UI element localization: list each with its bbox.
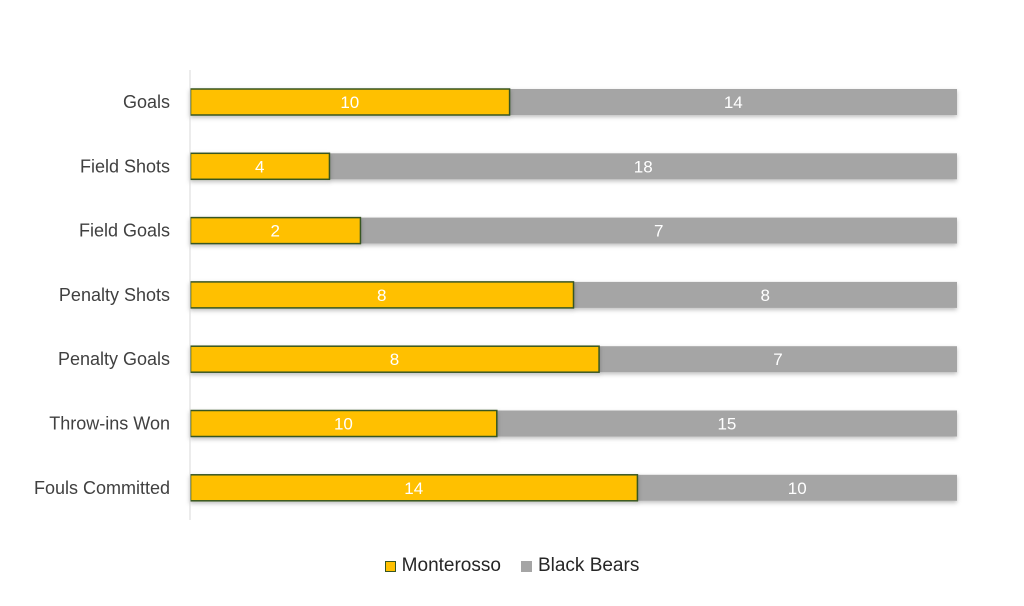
legend-label: Monterosso bbox=[401, 555, 501, 576]
data-label: 7 bbox=[773, 350, 782, 369]
category-labels: Goals Field Shots Field Goals Penalty Shots… bbox=[34, 92, 170, 498]
bar-monterosso bbox=[189, 216, 362, 245]
bar-black-bears bbox=[329, 153, 957, 180]
bar-black-bears bbox=[509, 89, 957, 115]
data-labels: 10 14 4 18 2 7 8 8 8 7 10 15 14 10 bbox=[255, 93, 807, 498]
data-label: 10 bbox=[788, 479, 807, 498]
bar-monterosso bbox=[189, 281, 575, 309]
data-label: 15 bbox=[717, 415, 736, 434]
bar-black-bears bbox=[360, 217, 957, 244]
bar-monterosso bbox=[189, 345, 600, 373]
bar-black-bears bbox=[637, 474, 957, 501]
bar-black-bears bbox=[496, 410, 957, 437]
category-label: Penalty Shots bbox=[59, 285, 170, 305]
bar-black-bears bbox=[599, 346, 957, 373]
bar-monterosso bbox=[189, 88, 511, 116]
category-label: Goals bbox=[123, 92, 170, 112]
legend-swatch bbox=[520, 560, 532, 572]
data-label: 7 bbox=[654, 222, 663, 241]
legend: Monterosso Black Bears bbox=[0, 555, 1024, 577]
category-label: Penalty Goals bbox=[58, 349, 170, 369]
bar-black-bears bbox=[573, 281, 957, 308]
data-label: 4 bbox=[255, 157, 264, 176]
data-label: 10 bbox=[340, 93, 359, 112]
legend-swatch bbox=[384, 560, 396, 572]
legend-item-series-0: Monterosso bbox=[384, 555, 501, 577]
data-label: 8 bbox=[761, 286, 770, 305]
bars-group bbox=[189, 88, 957, 502]
category-label: Fouls Committed bbox=[34, 478, 170, 498]
category-label: Field Shots bbox=[80, 156, 170, 176]
data-label: 8 bbox=[377, 286, 386, 305]
data-label: 2 bbox=[270, 222, 279, 241]
category-label: Field Goals bbox=[79, 221, 170, 241]
category-label: Throw-ins Won bbox=[49, 414, 170, 434]
bar-monterosso bbox=[189, 474, 639, 502]
legend-label: Black Bears bbox=[537, 555, 640, 576]
legend-item-series-1: Black Bears bbox=[520, 555, 640, 577]
data-label: 10 bbox=[334, 415, 353, 434]
data-label: 14 bbox=[404, 479, 423, 498]
data-label: 8 bbox=[390, 350, 399, 369]
data-label: 14 bbox=[724, 93, 743, 112]
data-label: 18 bbox=[634, 157, 653, 176]
